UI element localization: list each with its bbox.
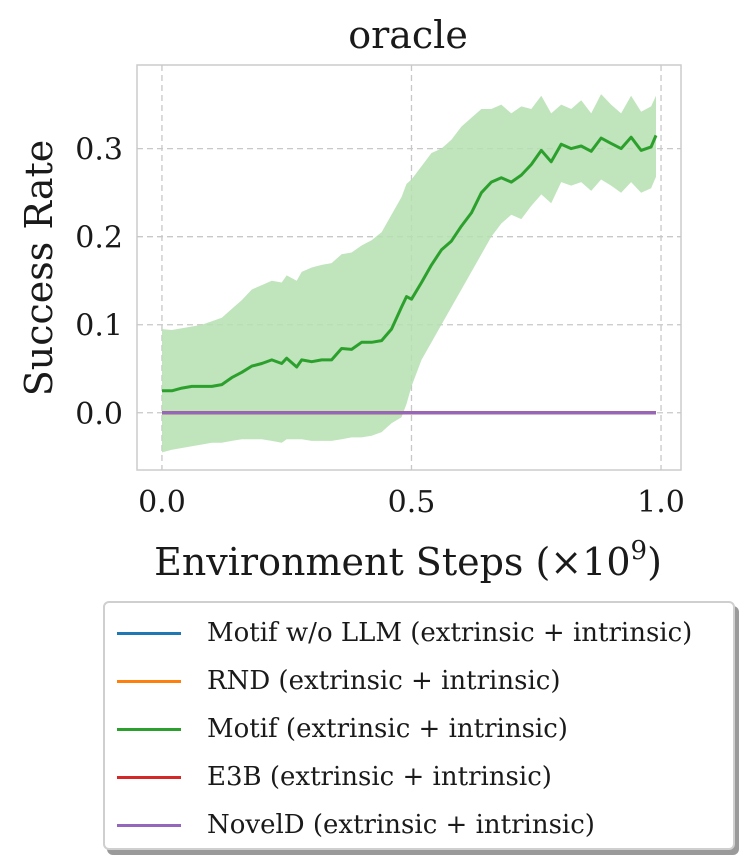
chart-title: oracle (348, 13, 468, 57)
confidence-band (162, 94, 656, 453)
legend-label: E3B (extrinsic + intrinsic) (207, 762, 552, 792)
series-lines (162, 134, 658, 415)
legend-item: E3B (extrinsic + intrinsic) (105, 753, 733, 801)
x-ticks: 0.0 0.5 1.0 (138, 485, 685, 520)
legend-swatch (117, 679, 181, 683)
series-line-motif (162, 134, 658, 393)
x-tick-label: 0.5 (388, 485, 436, 520)
y-tick-label: 0.3 (75, 133, 123, 168)
legend-swatch (117, 727, 181, 731)
legend-swatch (117, 823, 181, 827)
legend-item: NovelD (extrinsic + intrinsic) (105, 801, 733, 849)
legend-label: RND (extrinsic + intrinsic) (207, 666, 561, 696)
x-tick-label: 0.0 (138, 485, 186, 520)
y-tick-label: 0.2 (75, 221, 123, 256)
legend-label: NovelD (extrinsic + intrinsic) (207, 810, 595, 840)
y-tick-label: 0.1 (75, 309, 123, 344)
legend-label: Motif (extrinsic + intrinsic) (207, 714, 568, 744)
legend-swatch (117, 775, 181, 779)
legend-swatch (117, 631, 181, 635)
y-axis-label: Success Rate (17, 140, 61, 397)
x-tick-label: 1.0 (637, 485, 685, 520)
legend-item: RND (extrinsic + intrinsic) (105, 657, 733, 705)
x-axis-label: Environment Steps (×109) (154, 536, 662, 584)
y-ticks: 0.0 0.1 0.2 0.3 (75, 133, 123, 432)
legend: Motif w/o LLM (extrinsic + intrinsic) RND… (103, 601, 735, 850)
confidence-bands (162, 94, 656, 453)
legend-item: Motif (extrinsic + intrinsic) (105, 705, 733, 753)
chart: oracle 0.0 0.5 1.0 0.0 0.1 0.2 0.3 Environmen… (17, 13, 685, 584)
legend-label: Motif w/o LLM (extrinsic + intrinsic) (207, 618, 693, 648)
legend-item: Motif w/o LLM (extrinsic + intrinsic) (105, 609, 733, 657)
y-tick-label: 0.0 (75, 397, 123, 432)
